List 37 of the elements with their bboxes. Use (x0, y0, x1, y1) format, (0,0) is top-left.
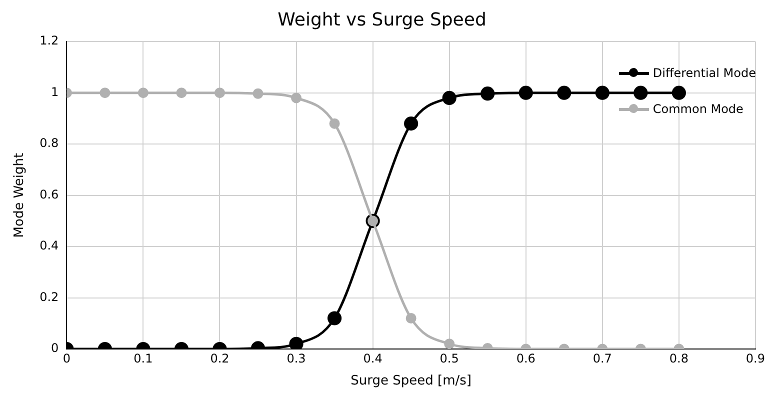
x-tick-label: 0.9 (746, 351, 766, 366)
y-tick-label: 0.4 (40, 238, 59, 253)
point (138, 88, 148, 98)
point (595, 86, 610, 100)
x-tick-label: 0.5 (440, 351, 459, 366)
chart-title: Weight vs Surge Speed (278, 9, 486, 30)
point (672, 86, 686, 100)
point (252, 88, 264, 99)
point (329, 118, 340, 129)
x-tick-label: 0.8 (669, 351, 688, 366)
y-axis-title: Mode Weight (12, 152, 28, 238)
point (480, 86, 495, 101)
x-tick-label: 0.4 (363, 351, 382, 366)
y-tick-label: 0.6 (40, 187, 59, 202)
x-axis-title: Surge Speed [m/s] (350, 374, 472, 389)
point (100, 88, 110, 98)
y-tick-label: 0.2 (40, 290, 59, 304)
point (176, 88, 187, 98)
point (404, 116, 418, 131)
x-tick-label: 0.3 (286, 351, 306, 366)
x-tick-label: 0.2 (210, 351, 230, 366)
y-tick-label: 0 (51, 341, 59, 356)
legend-label: Differential Mode (652, 66, 756, 80)
point (557, 86, 572, 100)
point (518, 86, 533, 100)
point (442, 90, 456, 106)
point (291, 92, 302, 104)
x-tick-label: 0 (62, 351, 71, 366)
legend-label: Common Mode (652, 102, 744, 116)
x-tick-label: 0.6 (516, 351, 536, 366)
y-tick-label: 1.2 (40, 34, 59, 48)
x-tick-label: 0.7 (592, 351, 612, 366)
point (214, 88, 225, 98)
y-tick-label: 0.8 (40, 136, 59, 150)
y-tick-label: 1 (51, 84, 59, 99)
x-tick-label: 0.1 (134, 351, 153, 366)
point (634, 86, 648, 100)
